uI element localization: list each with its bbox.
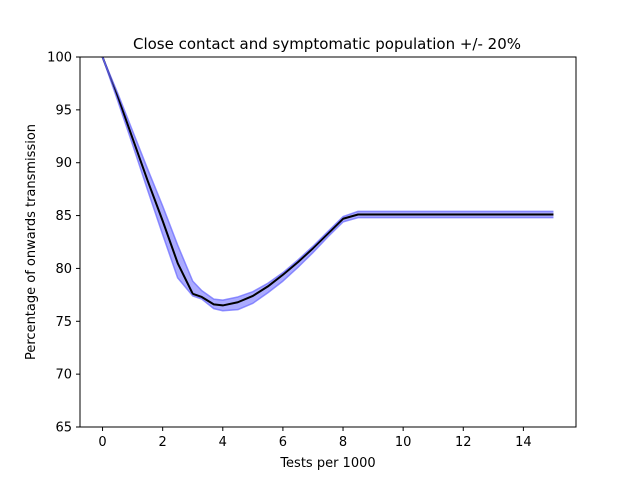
series-line-lower-bound <box>101 57 554 312</box>
y-tick-label: 75 <box>55 315 72 330</box>
x-axis: 0 2 4 6 8 10 12 14 <box>98 427 532 450</box>
plot-frame <box>79 56 577 428</box>
y-tick-label: 70 <box>55 368 72 383</box>
x-tick-label: 4 <box>219 435 227 450</box>
series-line-upper-bound <box>101 57 554 301</box>
y-tick-label: 65 <box>55 421 72 436</box>
uncertainty-band <box>102 57 554 311</box>
x-tick-label: 0 <box>98 435 106 450</box>
x-tick-label: 12 <box>455 435 472 450</box>
x-tick-label: 6 <box>279 435 287 450</box>
y-axis: 65 70 75 80 85 90 95 100 <box>47 51 80 436</box>
series-line-central <box>101 57 554 307</box>
plot-area <box>101 57 554 312</box>
x-axis-title: Tests per 1000 <box>279 456 375 471</box>
x-tick-label: 8 <box>339 435 347 450</box>
chart-title: Close contact and symptomatic population… <box>133 35 521 53</box>
y-tick-label: 90 <box>55 156 72 171</box>
y-tick-label: 80 <box>55 262 72 277</box>
y-tick-label: 85 <box>55 209 72 224</box>
x-tick-label: 10 <box>395 435 412 450</box>
y-axis-title: Percentage of onwards transmission <box>24 124 39 360</box>
y-tick-label: 95 <box>55 103 72 118</box>
x-tick-label: 14 <box>515 435 532 450</box>
x-tick-label: 2 <box>159 435 167 450</box>
y-tick-label: 100 <box>47 51 72 66</box>
